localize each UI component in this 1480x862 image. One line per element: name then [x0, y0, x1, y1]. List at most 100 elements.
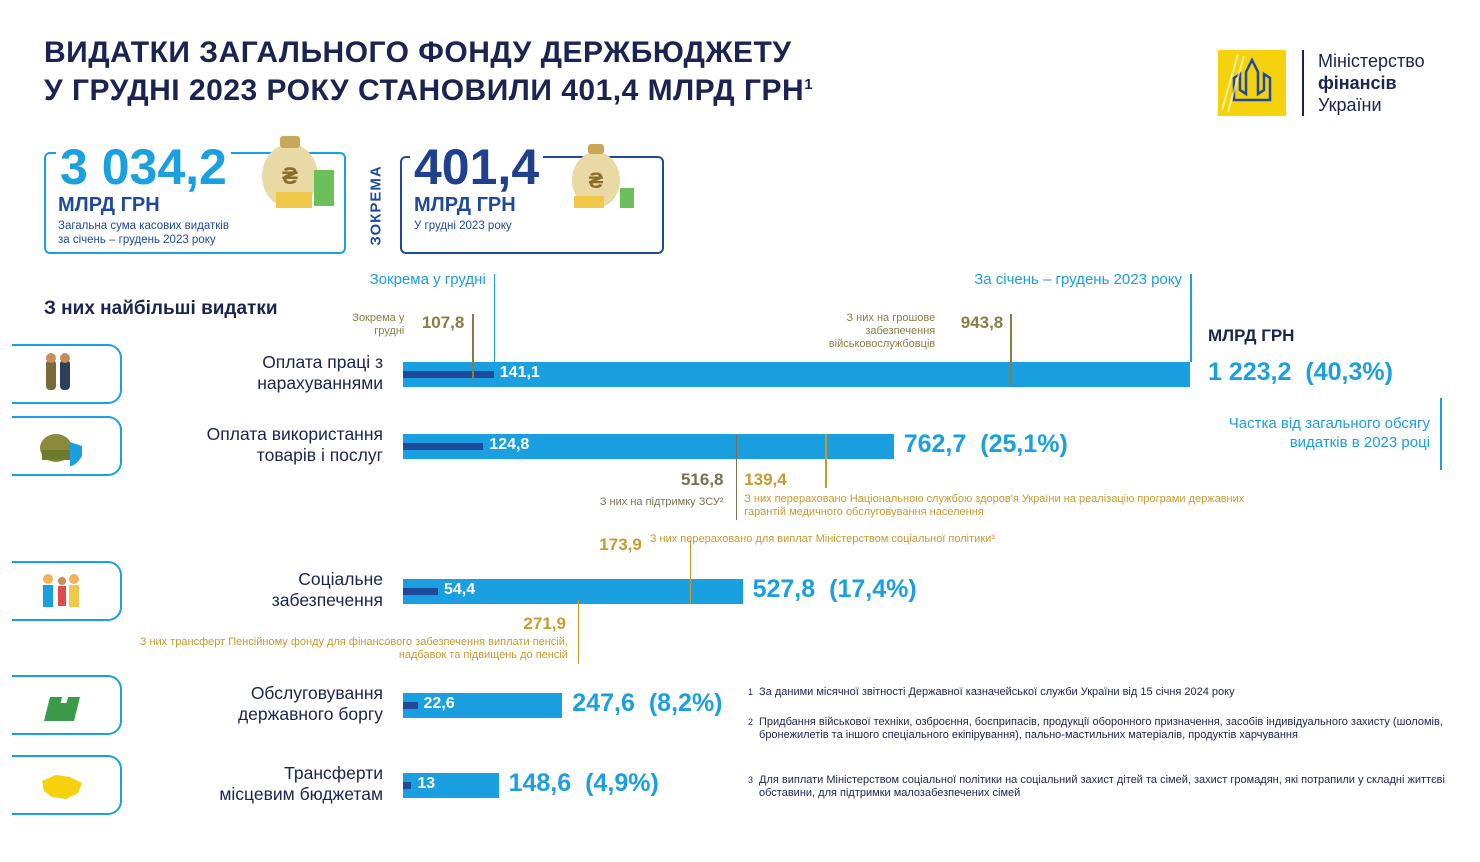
annotation-value: 516,8 — [680, 470, 724, 489]
footnote-text: Придбання військової техніки, озброєння,… — [759, 716, 1443, 741]
logo-line: фінансів — [1318, 73, 1397, 93]
total-label: 148,6 — [508, 769, 572, 797]
title: ВИДАТКИ ЗАГАЛЬНОГО ФОНДУ ДЕРЖБЮДЖЕТУ — [44, 36, 792, 69]
title-text: У ГРУДНІ 2023 РОКУ СТАНОВИЛИ 401,4 МЛРД … — [44, 74, 805, 107]
december-label: 22,6 — [423, 695, 455, 712]
category-label: Соціальне забезпечення — [271, 569, 383, 610]
annotation-line — [689, 540, 692, 604]
note-line — [1440, 398, 1442, 470]
logo-line: України — [1318, 95, 1382, 115]
annotation-caption: З них перераховано для виплат Міністерст… — [649, 533, 995, 545]
category-label: Оплата використання товарів і послуг — [206, 424, 383, 465]
icon — [43, 574, 79, 607]
bar-december — [403, 587, 438, 595]
bar-december — [403, 701, 418, 709]
summary-caption: У грудні 2023 року — [414, 220, 512, 232]
caption-line: Загальна сума касових видатків — [58, 220, 229, 232]
icon-frame — [12, 755, 122, 815]
total-group: 148,6 (4,9%) — [509, 769, 659, 798]
chart-title: З них найбільші видатки — [44, 298, 278, 319]
summary-amount: 3 034,2 — [56, 138, 231, 196]
share-label: (4,9%) — [585, 769, 659, 797]
footnote-mark: 1 — [748, 687, 754, 697]
annotation-caption: З них на підтримку ЗСУ² — [599, 496, 724, 508]
bar — [403, 578, 743, 604]
logo-text: Міністерство фінансів України — [1318, 50, 1425, 116]
bar-december — [403, 370, 494, 378]
total-label: 247,6 — [572, 689, 635, 717]
icon — [42, 775, 82, 799]
total-group: 1 223,2 (40,3%) — [1208, 358, 1393, 387]
footnote-mark: 3 — [748, 775, 754, 785]
share-label: (40,3%) — [1305, 358, 1393, 386]
annotation-value: 173,9 — [599, 535, 642, 554]
annotation-value: 271,9 — [523, 614, 566, 633]
icon — [40, 434, 82, 466]
summary-unit: МЛРД ГРН — [58, 194, 160, 216]
annotation-line — [825, 434, 827, 488]
icon — [44, 697, 80, 721]
share-label: (25,1%) — [980, 430, 1068, 458]
annotation-caption: Зокрема у грудні — [352, 312, 405, 337]
december-label: 141,1 — [499, 364, 540, 381]
separator: ЗОКРЕМА — [366, 155, 386, 255]
total-group: 247,6 (8,2%) — [572, 689, 722, 718]
unit-label: МЛРД ГРН — [1208, 326, 1295, 345]
total-label: 527,8 — [752, 575, 816, 603]
total-group: 762,7 (25,1%) — [904, 430, 1068, 459]
summary-caption: Загальна сума касових видатків за січень … — [58, 219, 229, 247]
logo-line: Міністерство — [1318, 51, 1425, 71]
annotation-value: 139,4 — [744, 470, 787, 489]
annotation-line — [577, 600, 580, 664]
bar-december — [403, 442, 484, 450]
summary-amount: 401,4 — [410, 138, 544, 196]
legend-label: Зокрема у грудні — [369, 271, 486, 288]
caption-line: за січень – грудень 2023 року — [58, 234, 216, 246]
category-label: Обслуговування державного боргу — [237, 683, 383, 724]
category-label: Оплата праці з нарахуваннями — [257, 352, 383, 393]
annotation-line — [735, 434, 737, 520]
annotation-value: 943,8 — [960, 313, 1004, 332]
bar — [403, 692, 563, 718]
share-note: Частка від загального обсягу видатків в … — [1228, 415, 1430, 451]
legend-pointer — [493, 274, 496, 380]
icon-frame — [12, 561, 122, 621]
icon-frame — [12, 416, 122, 476]
bar-december — [403, 781, 412, 789]
total-label: 762,7 — [903, 430, 967, 458]
legend-pointer — [1190, 274, 1192, 362]
svg-text:₴: ₴ — [589, 168, 604, 193]
footnote-mark: 1 — [804, 76, 814, 93]
icon — [46, 353, 70, 390]
bar — [403, 361, 1190, 387]
logo-emblem — [1218, 50, 1286, 116]
annotation-line — [1010, 314, 1012, 386]
annotation-caption: З них перераховано Національною службою … — [744, 493, 1245, 518]
icon-frame — [12, 675, 122, 735]
footnote: 2 Придбання військової техніки, озброєння… — [748, 716, 1448, 742]
footnote: 3 Для виплати Міністерством соціальної по… — [748, 774, 1448, 800]
december-label: 124,8 — [489, 436, 530, 453]
svg-text:₴: ₴ — [282, 163, 298, 190]
footnote-text: Для виплати Міністерством соціальної пол… — [759, 774, 1445, 799]
share-label: (8,2%) — [648, 689, 723, 717]
december-label: 13 — [417, 775, 436, 792]
icon-frame — [12, 344, 122, 404]
bar — [403, 433, 894, 459]
footnote: 1 За даними місячної звітності Державної … — [748, 686, 1448, 699]
december-label: 54,4 — [444, 581, 476, 598]
annotation-value: 107,8 — [421, 313, 465, 332]
annotation-caption: З них трансферт Пенсійному фонду для фін… — [139, 636, 568, 661]
footnote-mark: 2 — [748, 717, 754, 727]
annotation-line — [472, 314, 474, 380]
title: У ГРУДНІ 2023 РОКУ СТАНОВИЛИ 401,4 МЛРД … — [44, 74, 813, 108]
share-label: (17,4%) — [829, 575, 917, 603]
money-icon: ₴ — [572, 144, 634, 208]
money-icon: ₴ — [262, 136, 334, 208]
separator-text: ЗОКРЕМА — [367, 164, 385, 246]
legend-label: За січень – грудень 2023 року — [974, 271, 1182, 288]
divider — [1302, 50, 1304, 116]
bar — [403, 772, 499, 798]
